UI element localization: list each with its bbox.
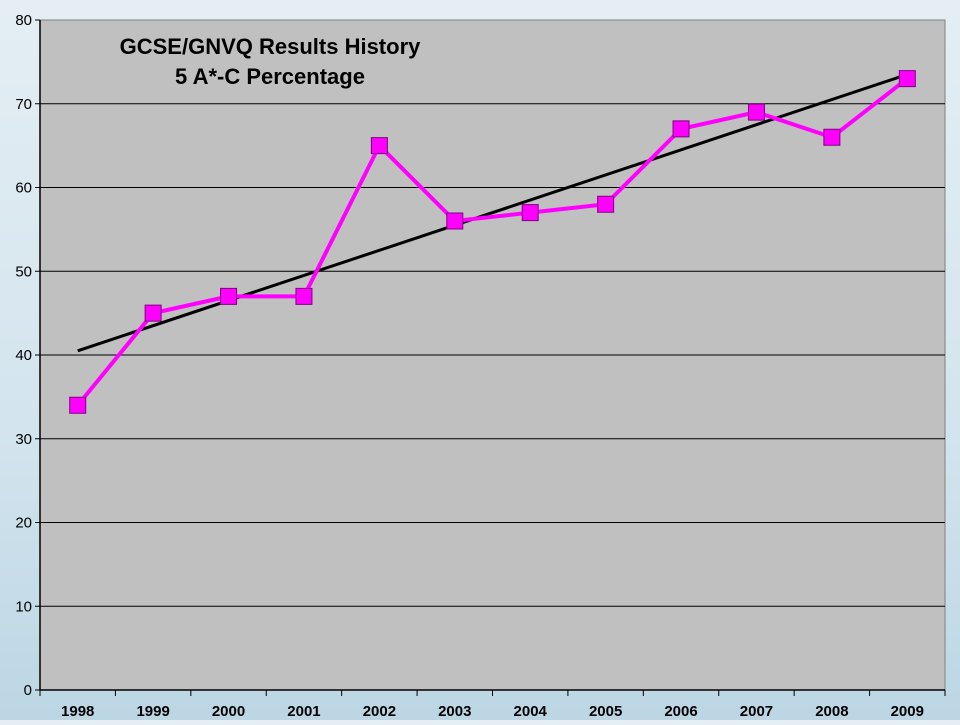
chart-title-line-2: 5 A*-C Percentage (175, 64, 365, 89)
x-tick-label: 1998 (61, 703, 94, 720)
data-point-1999 (144, 304, 162, 322)
data-point-2006 (672, 120, 690, 138)
data-point-2009 (898, 70, 916, 88)
x-tick-label: 2006 (664, 703, 697, 720)
x-tick-label: 1999 (136, 703, 169, 720)
gridlines (40, 103, 945, 607)
data-point-2001 (295, 287, 313, 305)
y-tick-label: 70 (15, 96, 32, 113)
y-tick-label: 30 (15, 431, 32, 448)
x-tick-label: 2007 (740, 703, 773, 720)
y-tick-label: 80 (15, 12, 32, 29)
x-tick-label: 2001 (287, 703, 320, 720)
data-point-2005 (597, 195, 615, 213)
x-axis: 1998 1999 2000 2001 2002 2003 2004 2005 2006 2007… (39, 689, 946, 720)
y-tick-label: 40 (15, 347, 32, 364)
x-tick-label: 2004 (514, 703, 548, 720)
y-tick-label: 0 (24, 682, 32, 699)
trendline-layer (77, 73, 908, 353)
series-line (76, 77, 909, 407)
x-tick-label: 2009 (891, 703, 924, 720)
x-tick-label: 2008 (815, 703, 848, 720)
data-point-1998 (69, 396, 87, 414)
data-point-2007 (747, 103, 765, 121)
y-tick-label: 60 (15, 180, 32, 197)
x-tick-label: 2002 (363, 703, 396, 720)
series-layer (69, 70, 916, 414)
y-tick-label: 50 (15, 263, 32, 280)
y-axis: 0 10 20 30 40 50 60 70 80 (15, 12, 41, 699)
chart-title: GCSE/GNVQ Results History 5 A*-C Percent… (60, 32, 480, 92)
data-point-2004 (521, 204, 539, 222)
data-point-2003 (446, 212, 464, 230)
y-tick-label: 20 (15, 515, 32, 532)
x-tick-label: 2000 (212, 703, 245, 720)
y-tick-label: 10 (15, 598, 32, 615)
trendline (77, 73, 908, 353)
data-point-2008 (823, 128, 841, 146)
data-point-2000 (220, 287, 238, 305)
data-point-2002 (370, 137, 388, 155)
x-tick-label: 2003 (438, 703, 471, 720)
chart-title-line-1: GCSE/GNVQ Results History (119, 34, 421, 59)
x-tick-label: 2005 (589, 703, 622, 720)
